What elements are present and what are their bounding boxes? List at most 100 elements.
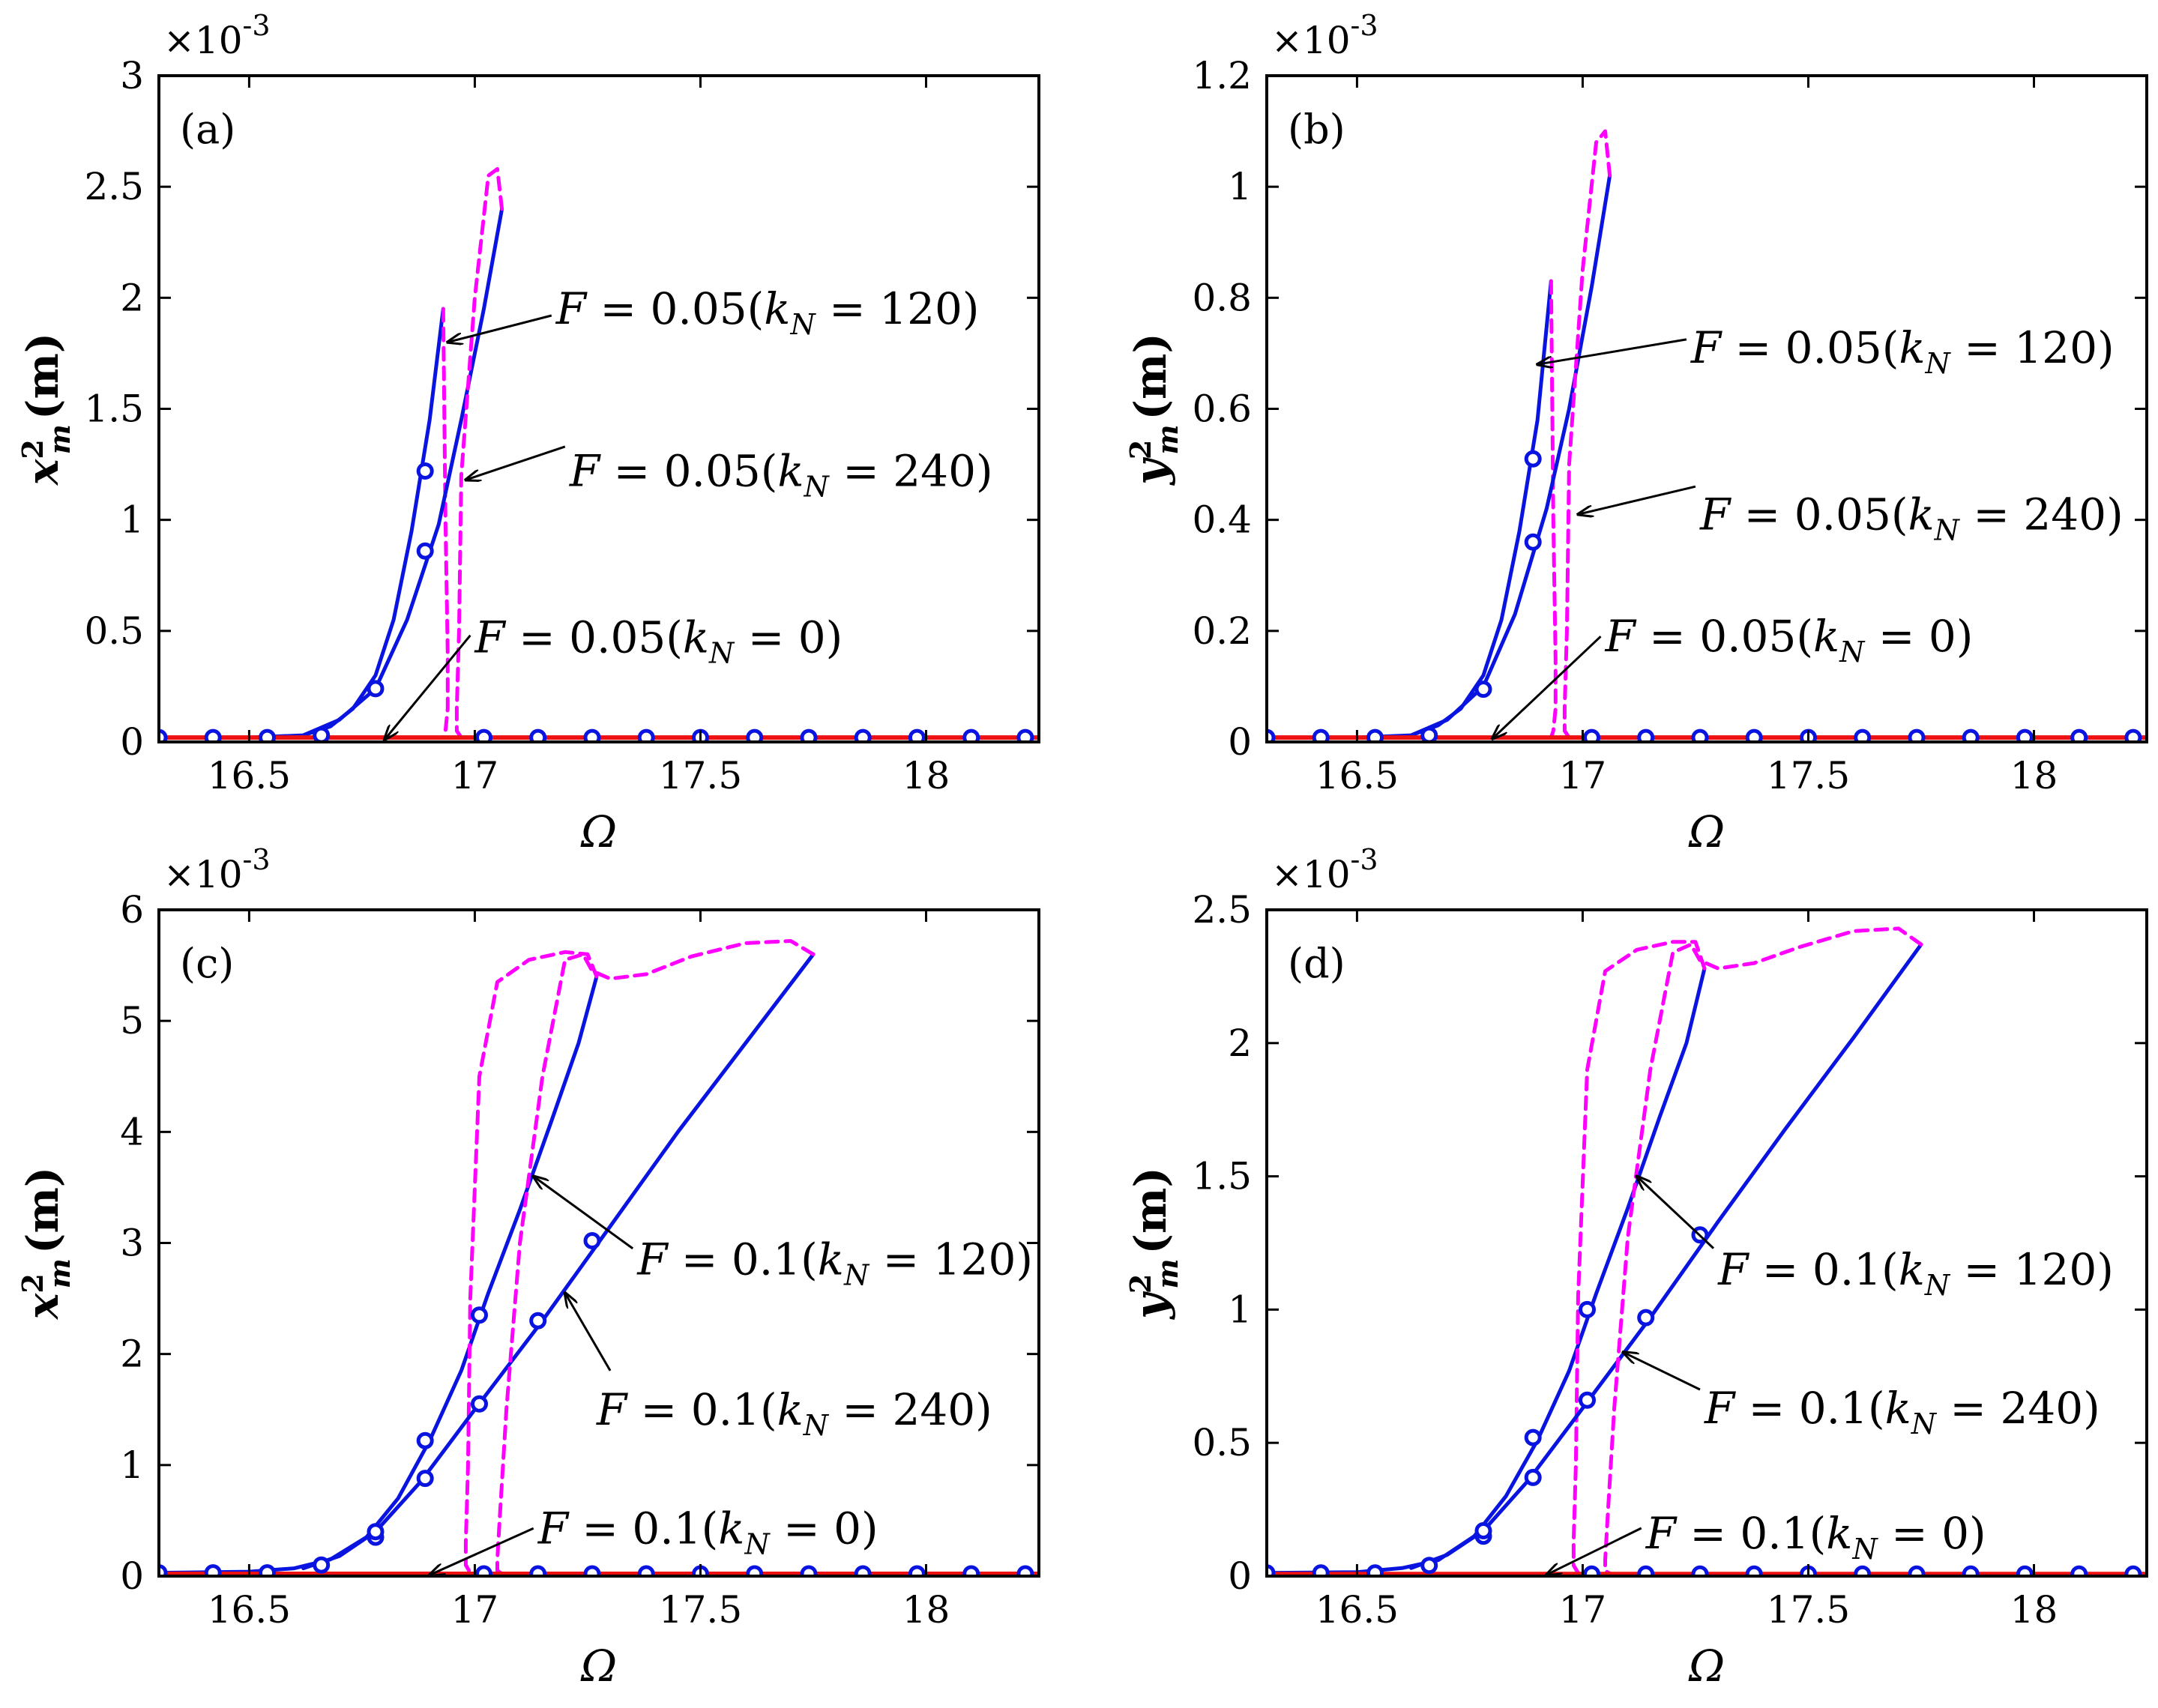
data-marker (416, 1470, 434, 1488)
annotation-stiffness-value: = 240) (829, 446, 993, 497)
y-tick-label: 0 (120, 1554, 144, 1598)
series-line-unstable (441, 307, 450, 740)
data-marker (2124, 728, 2142, 742)
annotation-stiffness-symbol: k (1885, 1383, 1911, 1434)
data-marker (529, 1312, 547, 1330)
annotation-label: F = 0.05(kN = 240) (1699, 489, 2124, 546)
data-marker (475, 728, 492, 742)
y-tick-label: 6 (120, 888, 144, 932)
annotation-stiffness-subscript: N (744, 1527, 771, 1560)
y-label-superscript: 2 (1124, 1274, 1157, 1294)
annotation-stiffness-subscript: N (1911, 1407, 1938, 1440)
data-marker (1637, 1565, 1655, 1576)
data-marker (908, 1565, 926, 1576)
annotation-stiffness-subscript: N (1851, 1533, 1878, 1566)
x-tick-label: 18 (2010, 754, 2058, 797)
annotation-arrow (534, 1177, 634, 1250)
y-axis-label: x2m (m) (16, 333, 76, 487)
annotation-force-value: = 0.1( (1734, 1383, 1884, 1434)
multiplier-exponent: -3 (1351, 843, 1378, 876)
y-label-unit: (m) (17, 1167, 68, 1254)
data-marker (1524, 1428, 1542, 1446)
x-tick-label: 17.5 (659, 1588, 742, 1632)
y-tick-label: 1.5 (1192, 1155, 1252, 1198)
multiplier-exponent: -3 (1351, 9, 1378, 42)
y-tick-label: 0.5 (84, 609, 144, 653)
series-line-stable (301, 952, 816, 1571)
data-marker (637, 728, 655, 742)
annotation-arrow (1637, 1177, 1715, 1249)
annotation-force-symbol: F (1605, 611, 1637, 662)
x-axis-label: Ω (580, 806, 617, 857)
y-tick-label: 1 (1228, 1288, 1252, 1331)
y-tick-label: 2 (1228, 1022, 1252, 1065)
x-tick-label: 16.5 (1315, 1588, 1399, 1632)
annotation-force-symbol: F (555, 283, 588, 334)
annotation-arrow (465, 445, 566, 480)
data-marker (1474, 681, 1492, 698)
annotation-label: F = 0.1(kN = 0) (537, 1503, 878, 1560)
annotation-stiffness-subscript: N (1924, 1269, 1951, 1302)
axes-box (1265, 908, 2148, 1578)
data-marker (1312, 728, 1330, 742)
data-marker (854, 1565, 872, 1576)
y-label-subscript: m (1151, 1258, 1184, 1288)
annotation-stiffness-value: = 120) (869, 1234, 1033, 1285)
annotation-stiffness-symbol: k (1899, 322, 1925, 373)
data-marker (1524, 450, 1542, 468)
data-marker (1962, 728, 1980, 742)
y-tick-label: 1 (120, 1443, 144, 1487)
data-marker (1854, 728, 1872, 742)
data-marker (1474, 1522, 1492, 1539)
data-marker (2016, 1565, 2034, 1576)
annotation-force-symbol: F (1645, 1508, 1678, 1559)
data-marker (2016, 728, 2034, 742)
data-marker (962, 728, 980, 742)
annotation-stiffness-symbol: k (718, 1503, 744, 1554)
y-tick-label: 0.8 (1192, 276, 1252, 319)
y-tick-label: 1.5 (84, 387, 144, 431)
y-label-unit: (m) (1125, 333, 1176, 420)
y-tick-label: 5 (120, 999, 144, 1042)
data-layer (1267, 129, 2147, 742)
data-marker (1691, 728, 1709, 742)
y-label-superscript: 2 (16, 439, 49, 459)
annotation-force-symbol: F (474, 612, 506, 663)
data-marker (475, 1565, 492, 1576)
axis-multiplier: ×10-3 (163, 9, 271, 62)
data-layer (159, 939, 1039, 1576)
data-marker (1691, 1565, 1709, 1576)
x-tick-label: 17 (1559, 754, 1607, 797)
data-marker (1579, 1300, 1596, 1318)
annotation-force-symbol: F (1699, 489, 1731, 540)
data-marker (583, 1565, 601, 1576)
data-marker (746, 1565, 764, 1576)
annotation-label: F = 0.1(kN = 120) (1717, 1244, 2114, 1302)
y-axis-label: y2m (m) (1124, 1167, 1184, 1321)
y-tick-label: 1.2 (1192, 54, 1252, 97)
data-marker (259, 728, 276, 742)
annotation-arrow (385, 634, 471, 740)
y-label-subscript: m (1151, 424, 1184, 454)
data-marker (1267, 728, 1276, 742)
panel-label: (d) (1288, 940, 1345, 987)
series-line-unstable (1603, 926, 1923, 1575)
series-line-unstable (495, 939, 816, 1576)
series-line-unstable (454, 167, 504, 740)
x-tick-label: 17 (451, 754, 499, 797)
series-line-unstable (1562, 129, 1612, 740)
y-tick-label: 0 (1228, 1554, 1252, 1598)
data-marker (1583, 728, 1600, 742)
data-marker (2124, 1565, 2142, 1576)
y-axis-label: x2m (m) (16, 1167, 76, 1321)
annotation-force-value: = 0.05( (505, 612, 683, 663)
multiplier-base: ×10 (1271, 853, 1351, 896)
annotation-stiffness-symbol: k (1899, 1244, 1925, 1295)
data-marker (471, 1395, 488, 1413)
y-tick-label: 0.2 (1192, 609, 1252, 653)
data-marker (313, 726, 331, 742)
annotation-stiffness-subscript: N (789, 308, 816, 341)
x-tick-label: 17.5 (1767, 1588, 1850, 1632)
data-marker (908, 728, 926, 742)
